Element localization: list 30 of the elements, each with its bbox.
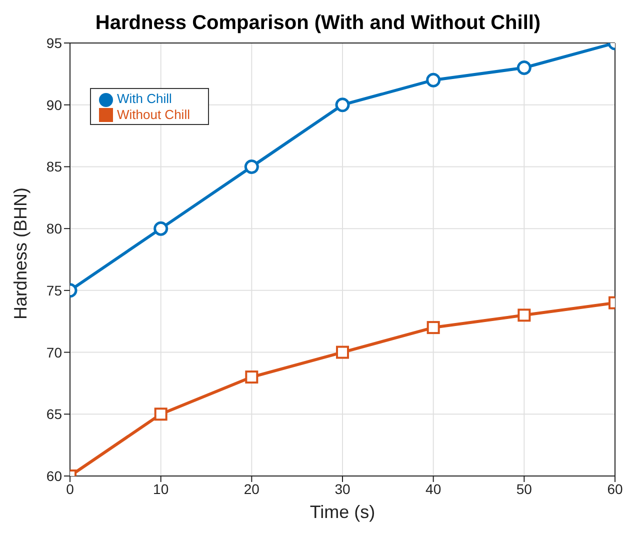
x-tick-label: 30 (334, 480, 350, 497)
y-tick-label: 85 (46, 158, 62, 175)
point (154, 221, 168, 236)
point (154, 408, 168, 421)
x-tick-label: 40 (426, 480, 442, 497)
point (245, 370, 258, 384)
point (426, 321, 440, 334)
point (516, 60, 532, 75)
y-tick-label: 60 (46, 468, 62, 484)
legend-label: With Chill (117, 91, 172, 106)
x-tick-label: 0 (66, 480, 74, 497)
x-tick-label: 20 (244, 480, 260, 497)
point (426, 72, 441, 88)
point (335, 98, 350, 112)
x-tick-label: 60 (607, 480, 623, 497)
y-tick-label: 80 (46, 220, 62, 237)
x-tick-label: 10 (153, 480, 169, 497)
legend-label: Without Chill (117, 106, 190, 122)
y-tick-label: 65 (46, 406, 62, 422)
y-tick-label: 75 (46, 282, 62, 298)
point (244, 159, 259, 174)
y-axis-title: Hardness (BHN) (10, 187, 30, 320)
point (336, 346, 349, 359)
y-tick-label: 90 (46, 96, 62, 113)
chart-title: Hardness Comparison (With and Without Chill) (95, 12, 541, 34)
point (518, 308, 531, 322)
x-axis-title: Time (s) (310, 502, 376, 522)
y-tick-label: 95 (46, 34, 62, 51)
x-tick-label: 50 (516, 480, 532, 497)
y-tick-label: 70 (46, 344, 62, 360)
